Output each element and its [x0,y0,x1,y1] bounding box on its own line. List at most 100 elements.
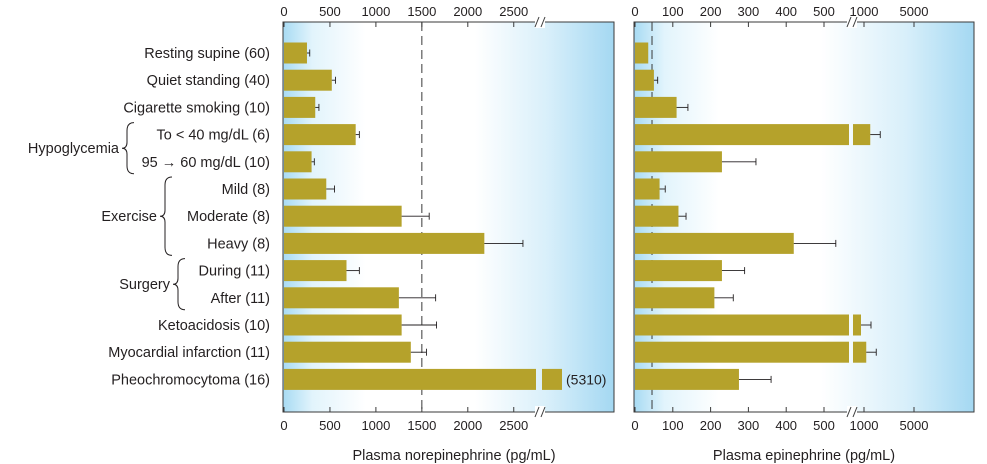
epi-bottom-tick-200: 200 [700,418,722,433]
group-label-surgery: Surgery [119,277,171,293]
ne-bottom-tick-1500: 1500 [407,418,436,433]
ne-bottom-tick-1000: 1000 [361,418,390,433]
group-label-hypoglycemia: Hypoglycemia [28,141,120,157]
epi-bottom-tick-300: 300 [738,418,760,433]
ne-error-bar-moderate-8 [401,212,430,220]
epi-error-bar-during-11 [721,267,746,275]
epi-top-tick-500: 500 [813,4,835,19]
group-label-exercise: Exercise [101,209,157,225]
epi-bar-heavy-8 [635,232,794,254]
epi-x-axis-title: Plasma epinephrine (pg/mL) [713,448,895,464]
ne-error-bar-myocardial-infarction-11 [410,348,427,356]
ne-top-tick-500: 500 [319,4,341,19]
ne-error-bar-heavy-8 [484,239,524,247]
epi-bar-mild-8 [635,178,660,200]
ne-bar-during-11 [284,260,347,282]
epi-bar-resting-supine-60 [635,42,649,64]
ne-error-bar-resting-supine-60 [306,49,311,57]
epi-bar-myocardial-infarction-11 [635,341,849,363]
epi-error-bar-95-60-mg-dl-10 [721,158,757,166]
ne-bar-95-60-mg-dl-10 [284,151,312,173]
ne-bar-heavy-8 [284,232,485,254]
epi-bar-95-60-mg-dl-10 [635,151,722,173]
epi-bar-cigarette-smoking-10 [635,96,677,118]
category-label-heavy-8: Heavy (8) [207,236,270,252]
ne-x-axis-title: Plasma norepinephrine (pg/mL) [352,448,555,464]
epi-bar-after-11 [635,287,715,309]
category-label-95-60-mg-dl-10: 95 → 60 mg/dL (10) [142,155,270,171]
epi-bottom-tick-1000: 1000 [850,418,879,433]
category-label-quiet-standing-40: Quiet standing (40) [147,73,270,89]
ne-top-tick-1500: 1500 [407,4,436,19]
epi-bar-pheochromocytoma-16 [635,368,739,390]
epi-top-tick-100: 100 [662,4,684,19]
category-label-resting-supine-60: Resting supine (60) [144,46,270,62]
ne-bar-to-40-mg-dl-6 [284,124,356,146]
ne-bar-pheochromocytoma-16-broken-segment [542,368,562,390]
ne-bar-after-11 [284,287,399,309]
epi-error-bar-pheochromocytoma-16 [738,375,772,383]
ne-error-bar-mild-8 [326,185,335,193]
epi-top-tick-0: 0 [631,4,638,19]
ne-annotation-pheochromocytoma-16: (5310) [566,371,606,387]
ne-bar-myocardial-infarction-11 [284,341,411,363]
epi-bottom-tick-400: 400 [775,418,797,433]
epi-bar-moderate-8 [635,205,679,227]
epi-error-bar-heavy-8 [793,239,837,247]
epi-bar-to-40-mg-dl-6 [635,124,849,146]
epi-top-tick-300: 300 [738,4,760,19]
epi-error-bar-quiet-standing-40 [653,76,659,84]
epi-error-bar-cigarette-smoking-10 [676,103,689,111]
ne-error-bar-cigarette-smoking-10 [315,103,320,111]
category-label-mild-8: Mild (8) [222,182,270,198]
ne-bar-mild-8 [284,178,327,200]
epi-error-bar-to-40-mg-dl-6 [870,131,881,139]
epi-bottom-tick-0: 0 [631,418,638,433]
ne-bar-moderate-8 [284,205,402,227]
ne-error-bar-during-11 [346,267,360,275]
epi-error-bar-myocardial-infarction-11 [866,348,877,356]
epi-top-tick-1000: 1000 [850,4,879,19]
epi-bar-ketoacidosis-10-broken-segment [853,314,861,336]
category-label-moderate-8: Moderate (8) [187,209,270,225]
ne-top-tick-0: 0 [280,4,287,19]
brace-exercise [159,176,173,256]
category-label-after-11: After (11) [211,291,270,307]
ne-bar-ketoacidosis-10 [284,314,402,336]
ne-error-bar-quiet-standing-40 [331,76,336,84]
epi-top-tick-400: 400 [775,4,797,19]
epi-bar-to-40-mg-dl-6-broken-segment [853,124,871,146]
ne-top-tick-2000: 2000 [453,4,482,19]
ne-error-bar-to-40-mg-dl-6 [355,131,360,139]
epi-error-bar-after-11 [714,294,734,302]
ne-error-bar-after-11 [398,294,437,302]
ne-bottom-tick-0: 0 [280,418,287,433]
epi-error-bar-moderate-8 [678,212,687,220]
epi-bottom-tick-500: 500 [813,418,835,433]
category-label-during-11: During (11) [199,264,270,280]
ne-bottom-tick-500: 500 [319,418,341,433]
brace-hypoglycemia [121,122,135,175]
epi-error-bar-ketoacidosis-10 [861,321,872,329]
epi-bar-during-11 [635,260,722,282]
ne-error-bar-ketoacidosis-10 [401,321,438,329]
epi-bar-ketoacidosis-10 [635,314,849,336]
epi-bottom-tick-5000: 5000 [900,418,929,433]
ne-bar-resting-supine-60 [284,42,307,64]
ne-bottom-tick-2500: 2500 [499,418,528,433]
ne-bar-quiet-standing-40 [284,69,332,91]
ne-top-axis-break [534,16,546,28]
ne-bar-pheochromocytoma-16 [284,368,536,390]
epi-bar-quiet-standing-40 [635,69,654,91]
epi-bottom-tick-100: 100 [662,418,684,433]
epi-bottom-axis-break [846,406,858,418]
category-label-cigarette-smoking-10: Cigarette smoking (10) [123,100,270,116]
category-label-to-40-mg-dl-6: To < 40 mg/dL (6) [156,128,270,144]
ne-bar-cigarette-smoking-10 [284,96,316,118]
epi-top-axis-break [846,16,858,28]
category-label-ketoacidosis-10: Ketoacidosis (10) [158,318,270,334]
category-label-pheochromocytoma-16: Pheochromocytoma (16) [111,372,270,388]
epi-top-tick-5000: 5000 [900,4,929,19]
ne-top-tick-1000: 1000 [361,4,390,19]
